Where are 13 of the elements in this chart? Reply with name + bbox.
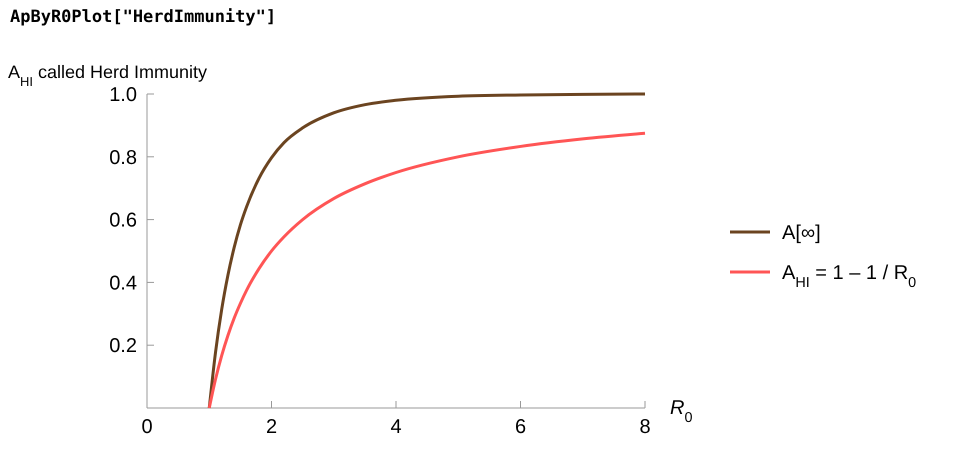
x-tick-label: 2 xyxy=(266,416,278,438)
x-axis-title: R$_{0}$ xyxy=(670,397,692,426)
legend-label: A$_{HI}$ = 1 – 1 / R$_{0}$ xyxy=(782,262,916,291)
x-tick-label: 4 xyxy=(390,416,402,438)
y-tick-label: 0.2 xyxy=(109,335,137,358)
x-tick-label: 0 xyxy=(141,416,153,438)
x-tick-label: 6 xyxy=(514,416,526,438)
y-tick-label: 0.8 xyxy=(109,146,137,169)
legend-label: A[∞] xyxy=(782,222,821,244)
y-tick-label: 0.6 xyxy=(109,210,137,232)
chart-title: ApByR0Plot["HerdImmunity"] xyxy=(10,7,276,27)
y-tick-label: 0.4 xyxy=(109,272,137,294)
x-tick-label: 8 xyxy=(639,416,651,438)
